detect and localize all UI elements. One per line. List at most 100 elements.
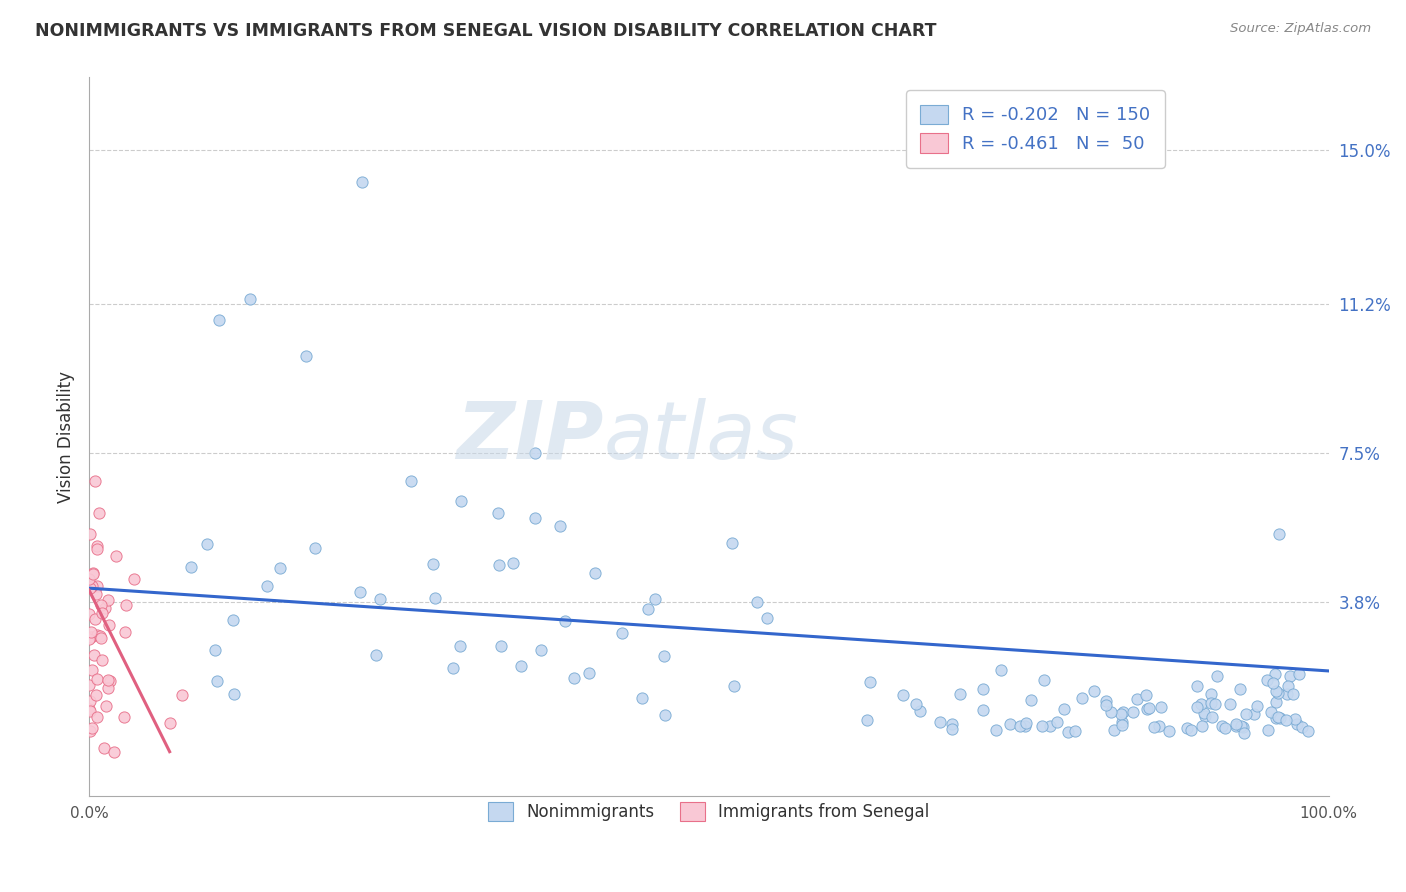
- Point: [1192, 706, 1215, 721]
- Point: [98, 674, 121, 689]
- Point: [1109, 706, 1132, 721]
- Point: [269, 561, 291, 575]
- Point: [1033, 673, 1056, 688]
- Point: [949, 687, 972, 701]
- Point: [1279, 668, 1302, 682]
- Point: [87, 507, 110, 521]
- Point: [170, 688, 193, 702]
- Point: [98, 617, 121, 632]
- Point: [723, 679, 745, 693]
- Point: [401, 474, 423, 488]
- Point: [1015, 715, 1038, 730]
- Point: [1111, 718, 1133, 732]
- Point: [205, 673, 228, 688]
- Point: [94, 699, 117, 714]
- Point: [364, 648, 387, 662]
- Point: [637, 602, 659, 616]
- Point: [103, 745, 125, 759]
- Point: [486, 507, 509, 521]
- Point: [578, 665, 600, 680]
- Point: [1268, 526, 1291, 541]
- Point: [1219, 697, 1241, 711]
- Point: [349, 584, 371, 599]
- Point: [1229, 681, 1251, 696]
- Point: [79, 582, 101, 596]
- Text: Source: ZipAtlas.com: Source: ZipAtlas.com: [1230, 22, 1371, 36]
- Point: [1191, 719, 1213, 733]
- Point: [450, 494, 472, 508]
- Point: [79, 607, 101, 622]
- Point: [1256, 673, 1278, 687]
- Point: [858, 674, 880, 689]
- Point: [941, 717, 963, 731]
- Point: [1206, 669, 1229, 683]
- Point: [112, 709, 135, 723]
- Point: [1083, 683, 1105, 698]
- Point: [1099, 705, 1122, 719]
- Point: [224, 687, 246, 701]
- Point: [208, 312, 231, 326]
- Point: [1135, 688, 1157, 702]
- Point: [83, 648, 105, 662]
- Point: [77, 701, 100, 715]
- Point: [1257, 723, 1279, 737]
- Legend: Nonimmigrants, Immigrants from Senegal: Nonimmigrants, Immigrants from Senegal: [475, 789, 942, 835]
- Point: [998, 717, 1021, 731]
- Point: [1185, 699, 1208, 714]
- Point: [80, 663, 103, 677]
- Point: [1264, 695, 1286, 709]
- Point: [114, 624, 136, 639]
- Point: [90, 606, 112, 620]
- Point: [905, 698, 928, 712]
- Point: [1204, 698, 1226, 712]
- Point: [79, 630, 101, 644]
- Text: NONIMMIGRANTS VS IMMIGRANTS FROM SENEGAL VISION DISABILITY CORRELATION CHART: NONIMMIGRANTS VS IMMIGRANTS FROM SENEGAL…: [35, 22, 936, 40]
- Point: [990, 663, 1012, 677]
- Point: [1234, 707, 1257, 722]
- Point: [159, 716, 181, 731]
- Point: [90, 631, 112, 645]
- Point: [747, 595, 769, 609]
- Point: [370, 591, 392, 606]
- Point: [1112, 705, 1135, 719]
- Point: [1265, 684, 1288, 698]
- Point: [529, 643, 551, 657]
- Point: [86, 539, 108, 553]
- Point: [79, 704, 101, 718]
- Point: [295, 349, 318, 363]
- Point: [79, 678, 101, 692]
- Point: [80, 579, 103, 593]
- Point: [77, 572, 100, 586]
- Point: [86, 579, 108, 593]
- Point: [630, 690, 652, 705]
- Point: [114, 599, 136, 613]
- Text: atlas: atlas: [603, 398, 799, 475]
- Point: [1136, 702, 1159, 716]
- Point: [84, 474, 107, 488]
- Point: [1211, 719, 1233, 733]
- Point: [1267, 710, 1289, 724]
- Point: [891, 689, 914, 703]
- Point: [524, 446, 547, 460]
- Point: [449, 639, 471, 653]
- Point: [1264, 667, 1286, 681]
- Point: [97, 681, 120, 696]
- Point: [97, 593, 120, 607]
- Point: [441, 661, 464, 675]
- Point: [84, 611, 107, 625]
- Y-axis label: Vision Disability: Vision Disability: [58, 371, 75, 503]
- Point: [79, 526, 101, 541]
- Point: [583, 566, 606, 581]
- Point: [423, 591, 446, 605]
- Point: [1122, 705, 1144, 719]
- Point: [972, 703, 994, 717]
- Point: [1291, 720, 1313, 734]
- Point: [90, 599, 112, 613]
- Point: [1270, 711, 1292, 725]
- Point: [1095, 698, 1118, 712]
- Point: [1265, 711, 1288, 725]
- Point: [1243, 707, 1265, 722]
- Point: [548, 518, 571, 533]
- Point: [86, 542, 108, 557]
- Point: [491, 639, 513, 653]
